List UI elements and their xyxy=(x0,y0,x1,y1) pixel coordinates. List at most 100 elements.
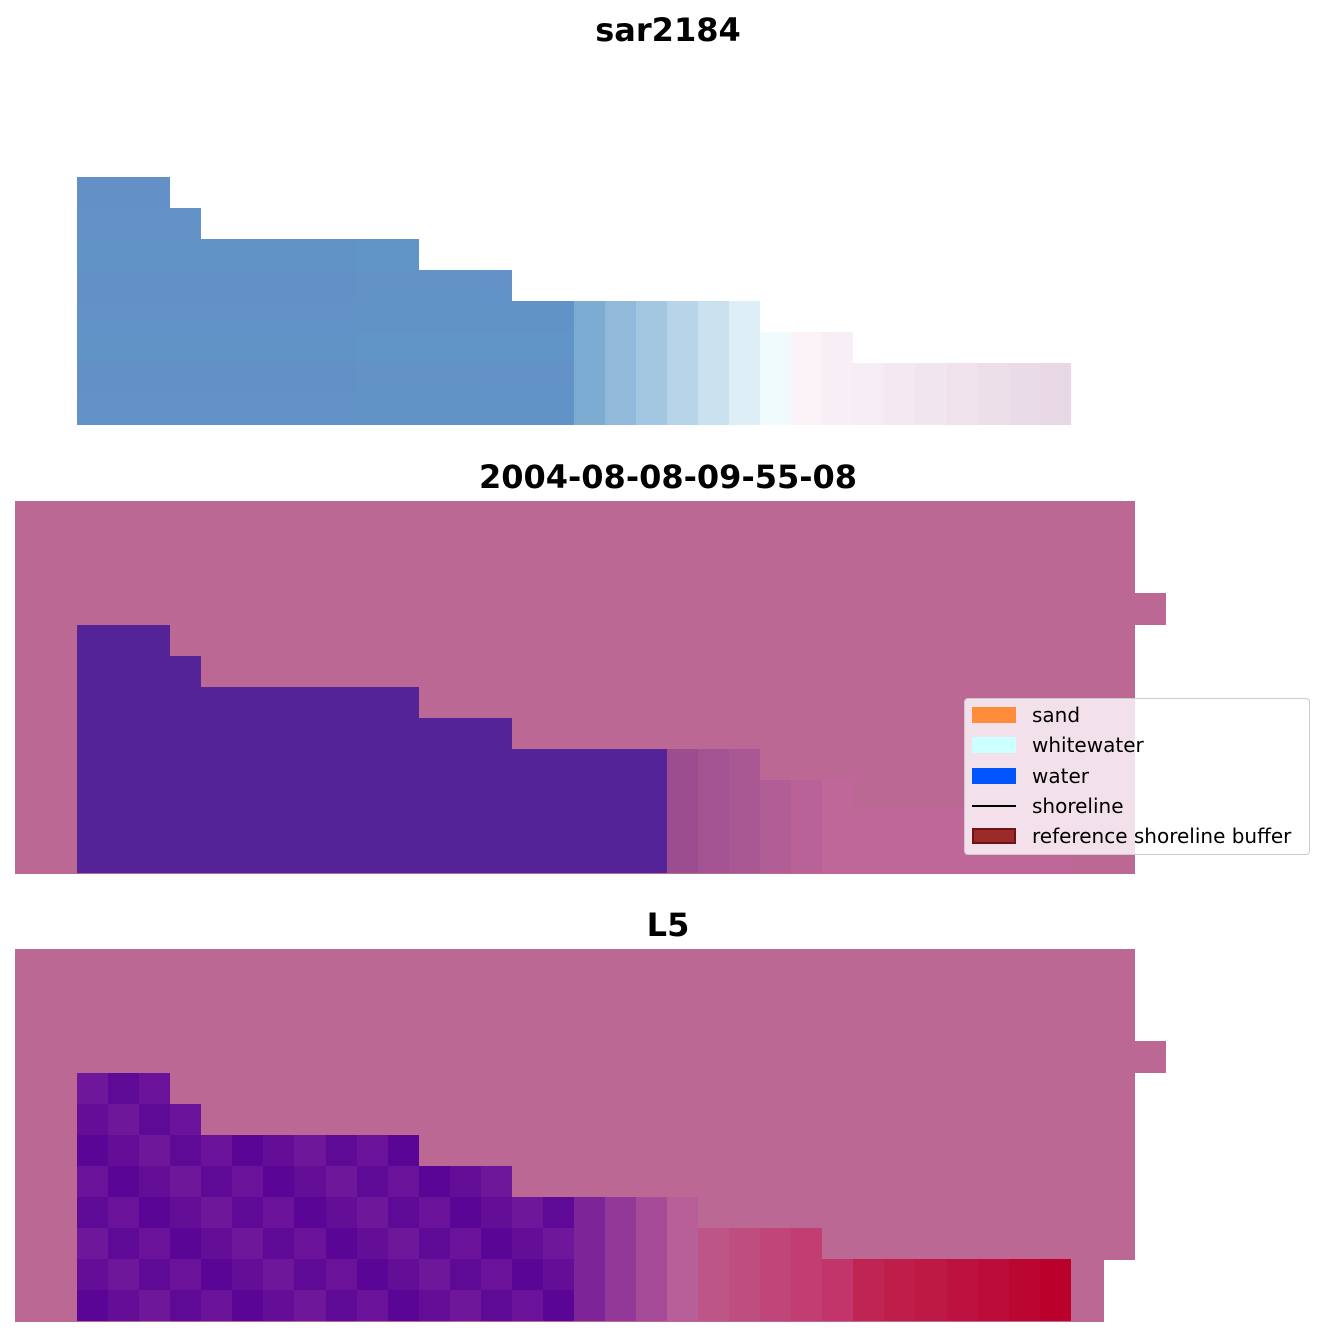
class-pixel xyxy=(108,687,139,718)
class-pixel xyxy=(232,749,263,780)
sar-pixel xyxy=(232,270,263,301)
l5-pixel xyxy=(574,1259,605,1290)
sar-pixel xyxy=(481,394,512,425)
sar-pixel xyxy=(201,301,232,332)
class-pixel xyxy=(201,811,232,842)
l5-pixel xyxy=(232,1197,263,1228)
buffer-notch xyxy=(1135,593,1166,625)
class-pixel xyxy=(822,811,853,842)
sar-pixel xyxy=(512,363,543,394)
sar-pixel xyxy=(201,239,232,270)
l5-pixel xyxy=(108,1104,139,1135)
l5-pixel xyxy=(388,1135,419,1166)
sar-pixel xyxy=(729,332,760,363)
l5-pixel xyxy=(419,1197,450,1228)
sar-pixel xyxy=(450,394,481,425)
class-pixel xyxy=(884,842,915,873)
l5-pixel xyxy=(170,1135,201,1166)
class-pixel xyxy=(388,780,419,811)
class-pixel xyxy=(108,749,139,780)
class-pixel xyxy=(636,780,667,811)
class-pixel xyxy=(388,687,419,718)
l5-pixel xyxy=(139,1166,170,1197)
sar-pixel xyxy=(201,270,232,301)
sar-pixel xyxy=(139,239,170,270)
l5-pixel xyxy=(822,1290,853,1321)
class-pixel xyxy=(294,749,326,780)
l5-pixel xyxy=(947,1290,978,1321)
class-pixel xyxy=(139,687,170,718)
sar-image-panel xyxy=(0,0,1336,440)
l5-pixel xyxy=(139,1073,170,1104)
l5-pixel xyxy=(294,1290,326,1321)
l5-pixel xyxy=(419,1228,450,1259)
sar-pixel xyxy=(512,332,543,363)
class-pixel xyxy=(170,749,201,780)
sar-pixel xyxy=(201,394,232,425)
class-pixel xyxy=(667,842,698,873)
class-pixel xyxy=(77,625,108,656)
l5-pixel xyxy=(729,1259,760,1290)
sar-pixel xyxy=(1009,363,1040,394)
water-swatch xyxy=(972,768,1016,784)
sar-pixel xyxy=(201,332,232,363)
class-pixel xyxy=(108,811,139,842)
sar-pixel xyxy=(326,270,357,301)
sar-pixel xyxy=(543,332,574,363)
sar-pixel xyxy=(77,363,108,394)
l5-pixel xyxy=(667,1290,698,1321)
sar-pixel xyxy=(201,363,232,394)
class-pixel xyxy=(170,687,201,718)
l5-pixel xyxy=(760,1290,791,1321)
sar-image xyxy=(77,177,1071,425)
class-pixel xyxy=(357,718,388,749)
l5-pixel xyxy=(263,1290,294,1321)
sar-pixel xyxy=(108,177,139,208)
class-pixel xyxy=(605,811,636,842)
l5-pixel xyxy=(201,1259,232,1290)
l5-pixel xyxy=(263,1135,294,1166)
sar-pixel xyxy=(388,394,419,425)
sar-pixel xyxy=(357,332,388,363)
l5-pixel xyxy=(326,1197,357,1228)
l5-pixel xyxy=(574,1228,605,1259)
class-pixel xyxy=(574,811,605,842)
l5-pixel xyxy=(108,1290,139,1321)
sar-pixel xyxy=(388,363,419,394)
l5-pixel xyxy=(263,1228,294,1259)
l5-pixel xyxy=(201,1197,232,1228)
class-pixel xyxy=(450,811,481,842)
l5-pixel xyxy=(77,1104,108,1135)
sar-pixel xyxy=(791,332,822,363)
sar-pixel xyxy=(1009,394,1040,425)
sar-pixel xyxy=(263,239,294,270)
sar-pixel xyxy=(760,332,791,363)
class-pixel xyxy=(294,811,326,842)
l5-pixel xyxy=(512,1197,543,1228)
sar-pixel xyxy=(139,394,170,425)
sar-pixel xyxy=(450,270,481,301)
class-pixel xyxy=(419,842,450,873)
class-pixel xyxy=(760,780,791,811)
l5-pixel xyxy=(263,1259,294,1290)
sar-pixel xyxy=(1040,394,1071,425)
l5-pixel xyxy=(388,1290,419,1321)
sar-pixel xyxy=(481,332,512,363)
sar-pixel xyxy=(139,208,170,239)
l5-pixel xyxy=(481,1290,512,1321)
class-pixel xyxy=(667,811,698,842)
class-pixel xyxy=(232,718,263,749)
l5-pixel xyxy=(170,1166,201,1197)
sand-swatch xyxy=(972,707,1016,723)
l5-pixel xyxy=(108,1135,139,1166)
l5-pixel xyxy=(947,1259,978,1290)
l5-pixel xyxy=(77,1197,108,1228)
class-pixel xyxy=(263,811,294,842)
l5-pixel xyxy=(605,1290,636,1321)
class-pixel xyxy=(263,780,294,811)
l5-pixel xyxy=(357,1290,388,1321)
sar-pixel xyxy=(884,394,915,425)
reference-buffer-swatch xyxy=(972,828,1016,844)
l5-pixel xyxy=(419,1259,450,1290)
class-pixel xyxy=(419,749,450,780)
